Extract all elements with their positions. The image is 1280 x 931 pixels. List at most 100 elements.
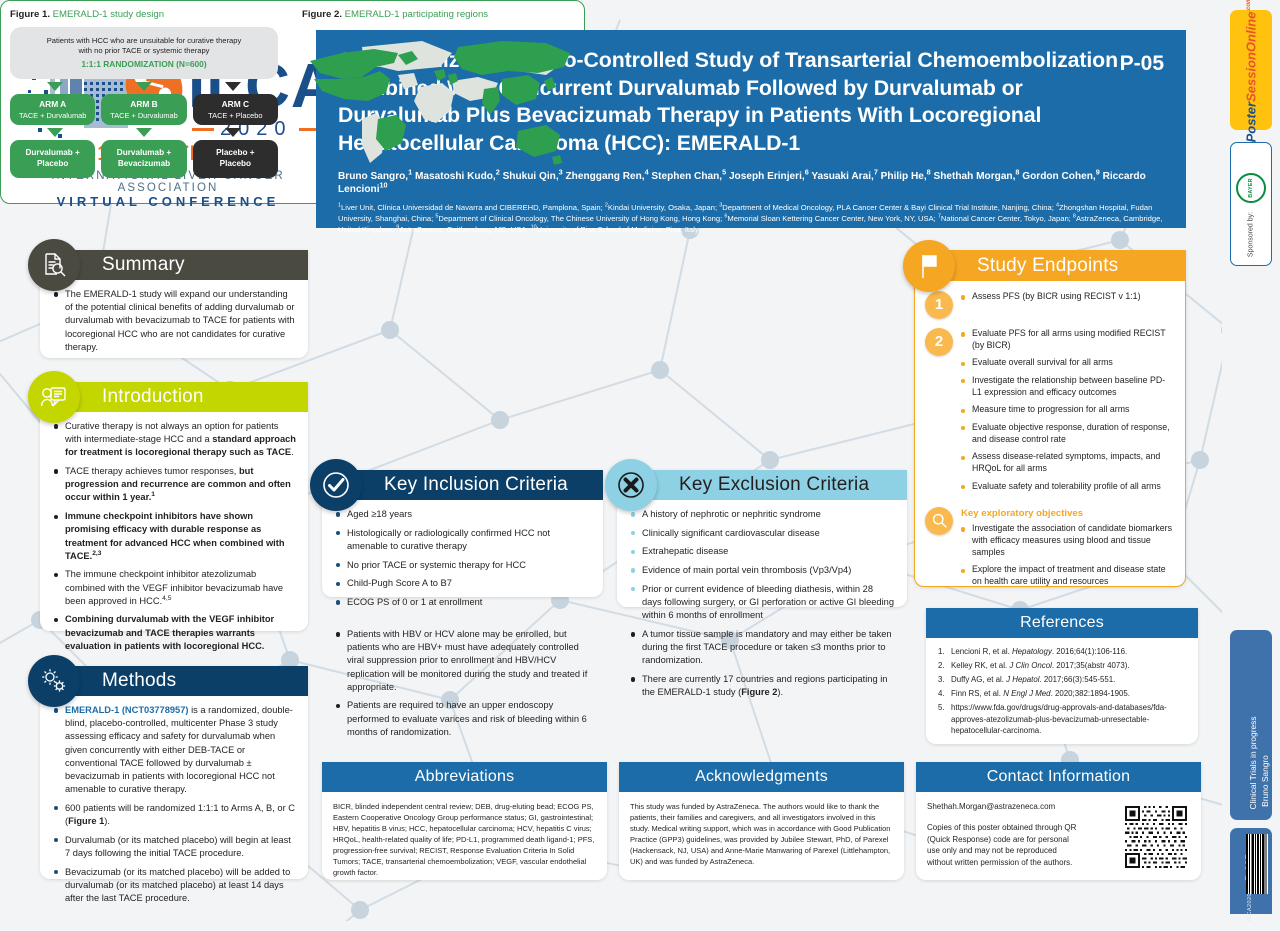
exploratory-title: Key exploratory objectives bbox=[961, 507, 1084, 519]
list-item: Clinically significant cardiovascular di… bbox=[631, 527, 895, 540]
speech-list-icon bbox=[28, 371, 80, 423]
summary-heading: Summary bbox=[40, 250, 308, 280]
list-item: Assess disease-related symptoms, impacts… bbox=[961, 451, 1173, 475]
flow-arm-row: ARM A TACE + Durvalumab ARM B TACE + Durval… bbox=[10, 94, 278, 126]
arrow-down-icon bbox=[46, 82, 63, 91]
check-circle-icon bbox=[310, 459, 362, 511]
flow-arm-title: ARM B bbox=[130, 99, 158, 109]
list-item: Child-Pugh Score A to B7 bbox=[336, 577, 591, 590]
list-item: Immune checkpoint inhibitors have shown … bbox=[54, 510, 296, 563]
contact-notice: Copies of this poster obtained through Q… bbox=[927, 822, 1077, 867]
acknowledgments-heading: Acknowledgments bbox=[619, 762, 904, 792]
qr-code[interactable] bbox=[1125, 806, 1187, 868]
list-item: TACE therapy achieves tumor responses, b… bbox=[54, 465, 296, 505]
list-item: No prior TACE or systemic therapy for HC… bbox=[336, 559, 591, 572]
methods-bullets: EMERALD-1 (NCT03778957) is a randomized,… bbox=[54, 704, 296, 905]
event-code: ILCA2020 bbox=[1247, 892, 1253, 922]
list-item: Measure time to progression for all arms bbox=[961, 404, 1173, 416]
year-dash-left bbox=[192, 128, 214, 131]
introduction-heading: Introduction bbox=[40, 382, 308, 412]
list-item: The immune checkpoint inhibitor atezoliz… bbox=[54, 568, 296, 608]
list-item: Evaluate safety and tolerability profile… bbox=[961, 481, 1173, 493]
randomization-label: 1:1:1 RANDOMIZATION (N=600) bbox=[81, 59, 207, 69]
list-item: Evaluate objective response, duration of… bbox=[961, 422, 1173, 446]
abbreviations-text: BICR, blinded independent central review… bbox=[333, 802, 595, 878]
acknowledgments-text: This study was funded by AstraZeneca. Th… bbox=[630, 802, 891, 867]
list-item: There are currently 17 countries and reg… bbox=[631, 673, 899, 699]
list-item: Extrahepatic disease bbox=[631, 545, 895, 558]
exploratory-objectives-block: Key exploratory objectives Investigate t… bbox=[925, 506, 1173, 594]
session-track-box: Clinical Trials in progress Bruno Sangro bbox=[1230, 630, 1272, 820]
exclusion-notes: A tumor tissue sample is mandatory and m… bbox=[631, 628, 899, 705]
flow-arm-sub: TACE + Durvalumab bbox=[18, 110, 87, 120]
list-item: Investigate the relationship between bas… bbox=[961, 375, 1173, 399]
inclusion-notes: Patients with HBV or HCV alone may be en… bbox=[336, 628, 598, 745]
barcode-box: P-005 ILCA2020 bbox=[1230, 828, 1272, 921]
references-section: References Lencioni R, et al. Hepatology… bbox=[926, 608, 1198, 744]
arrow-down-icon bbox=[46, 128, 63, 138]
list-item: The EMERALD-1 study will expand our unde… bbox=[54, 288, 296, 354]
list-item: Kelley RK, et al. J Clin Oncol. 2017;35(… bbox=[938, 660, 1130, 671]
poster-number-badge: P-05 bbox=[1119, 52, 1164, 75]
flag-icon bbox=[903, 240, 955, 292]
endpoint-group: 1 Assess PFS (by BICR using RECIST v 1:1) bbox=[925, 291, 1173, 319]
affiliation-list: 1Liver Unit, Clínica Universidad de Nava… bbox=[338, 202, 1163, 235]
list-item: Investigate the association of candidate… bbox=[961, 523, 1173, 559]
sponsored-by-label: Sponsored by: bbox=[1247, 211, 1255, 258]
endpoint-bullets: Evaluate PFS for all arms using modified… bbox=[961, 328, 1173, 492]
introduction-bullets: Curative therapy is not always an option… bbox=[54, 420, 296, 653]
sponsor-box: BAYER Sponsored by: bbox=[1230, 142, 1272, 266]
list-item: EMERALD-1 (NCT03778957) is a randomized,… bbox=[54, 704, 296, 796]
bayer-logo-icon: BAYER bbox=[1236, 173, 1266, 203]
study-endpoints-section: Study Endpoints 1 Assess PFS (by BICR usi… bbox=[903, 240, 1186, 587]
exclusion-criteria-section: Key Exclusion Criteria A history of neph… bbox=[605, 459, 907, 620]
flow-arm-sub: TACE + Placebo bbox=[208, 110, 263, 120]
figure2-participating-regions: Figure 2. EMERALD-1 participating region… bbox=[292, 0, 584, 921]
exploratory-bullets: Investigate the association of candidate… bbox=[961, 523, 1173, 588]
contact-email[interactable]: Shethah.Morgan@astrazeneca.com bbox=[927, 802, 1056, 811]
list-item: Explore the impact of treatment and dise… bbox=[961, 564, 1173, 588]
year-dash-right bbox=[298, 128, 321, 131]
flow-treatment-row: Durvalumab + Placebo Durvalumab + Bevacizum… bbox=[10, 140, 278, 178]
flow-arrow-row-2 bbox=[10, 128, 278, 138]
list-item: Durvalumab (or its matched placebo) will… bbox=[54, 834, 296, 860]
flow-treatment-box: Placebo + Placebo bbox=[192, 140, 278, 178]
list-item: Duffy AG, et al. J Hepatol. 2017;66(3):5… bbox=[938, 674, 1116, 685]
references-heading: References bbox=[926, 608, 1198, 638]
inclusion-bullets: Aged ≥18 years Histologically or radiolog… bbox=[336, 508, 591, 609]
postersessiononline-logo[interactable]: PosterSessionOnline.com bbox=[1230, 0, 1272, 142]
brand-session: Session bbox=[1243, 52, 1259, 102]
list-item: Prior or current evidence of bleeding di… bbox=[631, 583, 895, 623]
figures-panel: Figure 1. EMERALD-1 study design Patient… bbox=[0, 0, 585, 204]
author-list: Bruno Sangro,1 Masatoshi Kudo,2 Shukui Q… bbox=[338, 167, 1146, 196]
flow-arm-box: ARM B TACE + Durvalumab bbox=[101, 94, 187, 126]
flow-arm-box: ARM C TACE + Placebo bbox=[192, 94, 278, 126]
list-item: Evaluate overall survival for all arms bbox=[961, 357, 1173, 369]
inclusion-heading: Key Inclusion Criteria bbox=[322, 470, 603, 500]
summary-section: Summary The EMERALD-1 study will expand … bbox=[28, 239, 308, 358]
flow-arm-sub: TACE + Durvalumab bbox=[110, 110, 178, 120]
session-track: Clinical Trials in progress bbox=[1248, 716, 1258, 810]
list-item: Combining durvalumab with the VEGF inhib… bbox=[54, 613, 296, 653]
gears-icon bbox=[28, 655, 80, 707]
flow-treatment-box: Durvalumab + Bevacizumab bbox=[101, 140, 187, 178]
endpoints-heading: Study Endpoints bbox=[915, 251, 1185, 281]
exclusion-bullets: A history of nephrotic or nephritic synd… bbox=[631, 508, 895, 622]
list-item: ECOG PS of 0 or 1 at enrollment bbox=[336, 596, 591, 609]
introduction-section: Introduction Curative therapy is not alw… bbox=[28, 371, 308, 651]
list-item: 600 patients will be randomized 1:1:1 to… bbox=[54, 802, 296, 828]
document-search-icon bbox=[28, 239, 80, 291]
barcode-icon bbox=[1246, 834, 1268, 894]
list-item: Finn RS, et al. N Engl J Med. 2020;382:1… bbox=[938, 688, 1130, 699]
magnifier-icon bbox=[925, 506, 953, 535]
figure1-study-design: Figure 1. EMERALD-1 study design Patient… bbox=[0, 0, 290, 921]
list-item: Lencioni R, et al. Hepatology. 2016;64(1… bbox=[938, 646, 1128, 657]
list-item: Histologically or radiologically confirm… bbox=[336, 527, 591, 553]
conference-mode: VIRTUAL CONFERENCE bbox=[56, 194, 280, 209]
endpoints-groups: 1 Assess PFS (by BICR using RECIST v 1:1)… bbox=[925, 291, 1173, 498]
x-circle-icon bbox=[605, 459, 657, 511]
reference-list: Lencioni R, et al. Hepatology. 2016;64(1… bbox=[938, 646, 1186, 737]
arrow-down-icon bbox=[225, 128, 242, 138]
list-item: Evidence of main portal vein thrombosis … bbox=[631, 564, 895, 577]
contact-information-section: Contact Information Shethah.Morgan@astra… bbox=[916, 762, 1201, 880]
